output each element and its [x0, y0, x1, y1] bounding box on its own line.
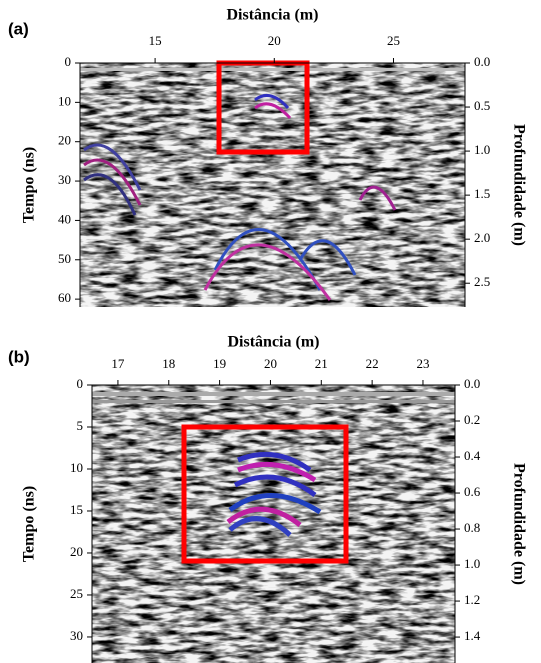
y-tick-label: 25: [70, 586, 83, 601]
y-tick-label: 30: [58, 172, 71, 187]
x-tick-label: 20: [264, 356, 277, 371]
x-tick-label: 21: [315, 356, 328, 371]
x-tick-label: 17: [111, 356, 125, 371]
y2-tick-label: 0.5: [474, 98, 490, 113]
highlight-box: [181, 424, 349, 564]
x-tick-label: 19: [213, 356, 226, 371]
x-tick-label: 25: [387, 33, 400, 48]
panel-label: (b): [8, 347, 30, 366]
x-tick-label: 20: [268, 33, 281, 48]
x-tick-label: 18: [162, 356, 175, 371]
y-tick-label: 50: [58, 251, 71, 266]
y-tick-label: 0: [65, 54, 72, 69]
y-tick-label: 15: [70, 502, 83, 517]
x-axis-title: Distância (m): [228, 334, 320, 351]
y2-tick-label: 0.4: [464, 448, 481, 463]
y-tick-label: 0: [77, 376, 84, 391]
y2-tick-label: 0.2: [464, 412, 480, 427]
y2-tick-label: 2.0: [474, 230, 490, 245]
y2-axis-title: Profundidade (m): [510, 463, 527, 585]
y2-tick-label: 1.2: [464, 592, 480, 607]
x-tick-label: 22: [366, 356, 379, 371]
y2-tick-label: 0.0: [474, 54, 490, 69]
y-tick-label: 5: [77, 418, 84, 433]
x-axis-title: Distância (m): [227, 7, 319, 24]
x-tick-label: 15: [149, 33, 162, 48]
y2-tick-label: 0.8: [464, 520, 480, 535]
y2-tick-label: 1.4: [464, 628, 481, 643]
y2-tick-label: 1.0: [464, 556, 480, 571]
y2-tick-label: 0.0: [464, 376, 480, 391]
y-axis-title: Tempo (ns): [21, 486, 38, 562]
y2-axis-title: Profundidade (m): [510, 124, 527, 246]
y-tick-label: 10: [70, 460, 83, 475]
x-tick-label: 23: [416, 356, 429, 371]
y-tick-label: 20: [70, 544, 83, 559]
radargram-image: [92, 385, 455, 663]
y-tick-label: 10: [58, 93, 71, 108]
y2-tick-label: 1.5: [474, 186, 490, 201]
y2-tick-label: 0.6: [464, 484, 481, 499]
panel-label: (a): [8, 19, 29, 38]
y-tick-label: 40: [58, 211, 71, 226]
y-axis-title: Tempo (ns): [21, 147, 38, 223]
y-tick-label: 30: [70, 628, 83, 643]
y2-tick-label: 2.5: [474, 274, 490, 289]
y-tick-label: 60: [58, 290, 71, 305]
radargram-image: [80, 63, 465, 307]
y2-tick-label: 1.0: [474, 142, 490, 157]
y-tick-label: 20: [58, 133, 71, 148]
